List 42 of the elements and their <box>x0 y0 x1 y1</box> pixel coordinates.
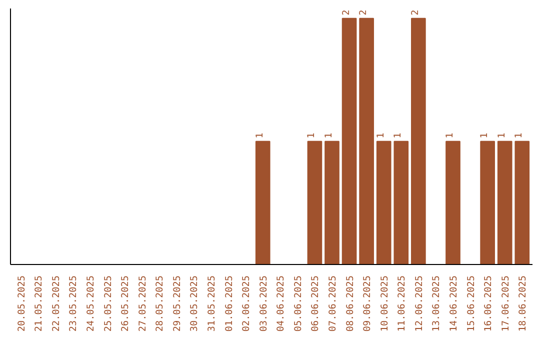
x-tick-label: 05.06.2025 <box>292 275 304 332</box>
x-tick-label: 29.05.2025 <box>172 275 183 332</box>
x-tick-label: 15.06.2025 <box>466 275 477 332</box>
x-tick-label: 31.05.2025 <box>206 275 218 332</box>
x-tick-label: 07.06.2025 <box>327 275 338 332</box>
x-tick-label: 23.05.2025 <box>68 275 80 332</box>
x-tick-label: 11.06.2025 <box>396 275 408 332</box>
data-label: 1 <box>375 132 386 138</box>
x-tick-label: 14.06.2025 <box>448 275 460 332</box>
x-tick-label: 20.05.2025 <box>16 275 28 332</box>
data-label: 2 <box>358 10 370 16</box>
x-tick-label: 08.06.2025 <box>344 275 356 332</box>
x-tick-label: 26.05.2025 <box>120 275 132 332</box>
x-tick-label: 04.06.2025 <box>276 275 287 332</box>
x-tick-label: 30.05.2025 <box>189 275 200 332</box>
data-label: 1 <box>392 132 404 138</box>
data-label: 1 <box>479 132 490 138</box>
x-tick-label: 06.06.2025 <box>310 275 322 332</box>
data-label: 1 <box>306 132 318 138</box>
data-label: 1 <box>323 132 334 138</box>
data-label: 2 <box>410 10 421 16</box>
x-tick-label: 01.06.2025 <box>224 275 235 332</box>
x-tick-label: 10.06.2025 <box>379 275 390 332</box>
x-tick-label: 24.05.2025 <box>86 275 97 332</box>
x-tick-label: 25.05.2025 <box>102 275 114 332</box>
data-label: 2 <box>340 10 352 16</box>
x-tick-label: 02.06.2025 <box>241 275 252 332</box>
x-tick-label: 28.05.2025 <box>154 275 166 332</box>
x-tick-label: 03.06.2025 <box>258 275 270 332</box>
x-tick-label: 09.06.2025 <box>362 275 374 332</box>
x-tick-label: 17.06.2025 <box>500 275 512 332</box>
x-tick-label: 16.06.2025 <box>483 275 494 332</box>
data-label: 1 <box>514 132 525 138</box>
x-tick-label: 12.06.2025 <box>414 275 425 332</box>
x-tick-label: 22.05.2025 <box>50 275 62 332</box>
x-tick-label: 18.06.2025 <box>518 275 529 332</box>
data-label: 1 <box>254 132 266 138</box>
data-label: 1 <box>496 132 508 138</box>
x-tick-label: 13.06.2025 <box>431 275 442 332</box>
x-tick-label: 21.05.2025 <box>34 275 45 332</box>
x-tick-label: 27.05.2025 <box>137 275 148 332</box>
data-label: 1 <box>444 132 456 138</box>
